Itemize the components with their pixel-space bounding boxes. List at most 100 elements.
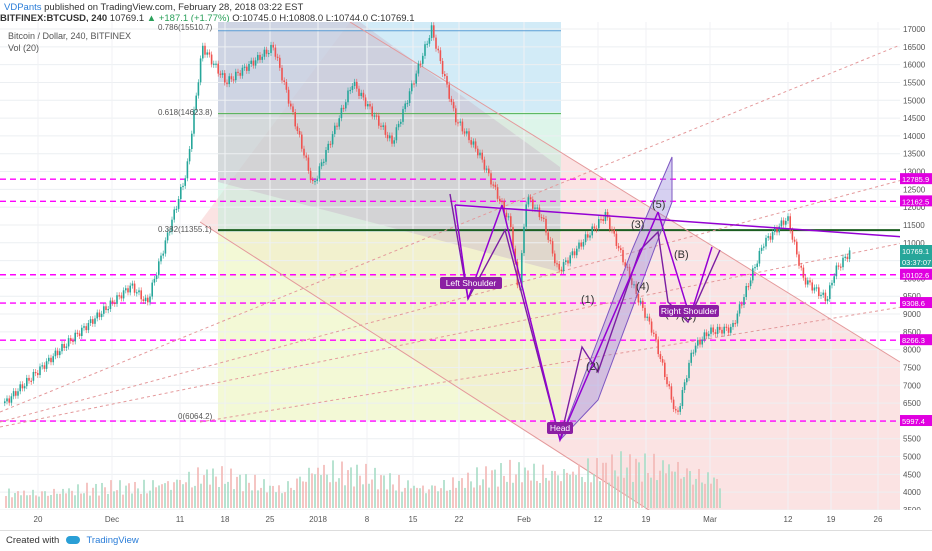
candle-body — [807, 280, 809, 285]
candle-body — [554, 253, 556, 264]
price-label-text: 10769.1 — [902, 247, 929, 256]
volume-bar — [89, 495, 91, 508]
volume-bar — [317, 467, 319, 508]
volume-bar — [455, 487, 457, 508]
candle-body — [391, 135, 393, 144]
volume-bar — [470, 481, 472, 508]
volume-bar — [497, 486, 499, 508]
price-tick-label: 4000 — [903, 488, 921, 497]
candle-body — [426, 43, 428, 45]
volume-bar — [683, 477, 685, 508]
volume-bar — [392, 484, 394, 508]
candle-body — [424, 44, 426, 56]
candle-body — [406, 102, 409, 105]
candle-body — [316, 178, 318, 181]
candle-body — [613, 229, 615, 234]
candle-body — [417, 63, 420, 74]
volume-bar — [74, 495, 76, 508]
volume-bar — [656, 480, 658, 508]
candle-body — [556, 263, 558, 265]
publish-header: VDPants published on TradingView.com, Fe… — [0, 0, 932, 22]
candle-body — [538, 207, 541, 218]
volume-bar — [77, 484, 79, 508]
candle-body — [393, 140, 395, 144]
volume-bar — [116, 490, 118, 508]
chart-legend: Bitcoin / Dollar, 240, BITFINEX Vol (20) — [8, 30, 131, 54]
candle-body — [116, 295, 118, 304]
candle-body — [470, 140, 472, 145]
volume-bar — [479, 485, 481, 508]
volume-bar — [50, 494, 52, 508]
volume-bar — [284, 492, 286, 508]
volume-bar — [596, 458, 598, 508]
candle-body — [100, 313, 103, 318]
candle-body — [373, 115, 376, 117]
volume-bar — [686, 468, 688, 508]
candle-body — [173, 209, 175, 220]
price-tick-label: 6500 — [903, 399, 921, 408]
candle-body — [6, 398, 8, 402]
candle-body — [210, 54, 213, 65]
candle-body — [787, 216, 789, 221]
fib-label: 0.382(11355.1) — [158, 225, 212, 234]
publish-info: published on TradingView.com, February 2… — [44, 2, 304, 13]
tradingview-brand[interactable]: TradingView — [86, 535, 139, 546]
volume-bar — [605, 462, 607, 508]
candle-body — [455, 108, 457, 123]
candle-body — [28, 377, 30, 381]
candle-body — [193, 109, 195, 134]
candle-body — [268, 52, 270, 55]
author-name[interactable]: VDPants — [4, 2, 42, 13]
candle-body — [650, 321, 653, 333]
volume-bar — [410, 488, 412, 508]
volume-bar — [578, 464, 580, 508]
candle-body — [204, 45, 206, 55]
candle-body — [428, 38, 431, 44]
candle-body — [340, 107, 343, 119]
candle-body — [197, 82, 200, 96]
volume-bar — [83, 493, 85, 508]
volume-bar — [620, 451, 622, 508]
volume-bar — [386, 489, 388, 508]
price-tick-label: 11000 — [903, 239, 925, 248]
volume-bar — [329, 482, 331, 508]
candle-body — [525, 204, 527, 227]
price-tick-label: 14500 — [903, 114, 926, 123]
channel-lower — [199, 221, 681, 530]
volume-bar — [173, 482, 175, 508]
volume-bar — [359, 475, 361, 508]
candle-body — [837, 265, 840, 267]
volume-bar — [266, 492, 268, 508]
candle-body — [609, 217, 611, 230]
candle-body — [474, 141, 477, 149]
candle-body — [549, 239, 552, 242]
legend-title: Bitcoin / Dollar, 240, BITFINEX — [8, 31, 132, 41]
volume-bar — [476, 467, 478, 508]
volume-bar — [170, 489, 172, 508]
candle-body — [789, 216, 791, 231]
candle-body — [835, 265, 838, 277]
candle-body — [369, 104, 371, 107]
volume-bar — [287, 481, 289, 508]
volume-bar — [542, 464, 544, 508]
candle-body — [356, 81, 358, 89]
candle-body — [540, 217, 543, 219]
price-chart[interactable]: 3500400045005000550060006500700075008000… — [0, 22, 932, 530]
volume-bar — [191, 487, 193, 508]
candle-body — [120, 295, 123, 299]
price-label-text: 10102.6 — [902, 271, 929, 280]
candle-body — [217, 63, 219, 74]
candle-body — [415, 73, 417, 84]
candle-body — [331, 134, 334, 145]
time-tick-label: 25 — [266, 515, 275, 524]
volume-bar — [239, 474, 241, 508]
volume-bar — [167, 481, 169, 508]
volume-bar — [299, 476, 301, 508]
symbol-line: BITFINEX:BTCUSD, 240 10769.1 ▲ +187.1 (+… — [0, 13, 414, 24]
candle-body — [263, 49, 266, 57]
candle-body — [56, 350, 59, 356]
volume-bar — [17, 491, 19, 508]
volume-bar — [125, 485, 127, 508]
candle-body — [503, 201, 505, 213]
candle-body — [411, 83, 413, 92]
